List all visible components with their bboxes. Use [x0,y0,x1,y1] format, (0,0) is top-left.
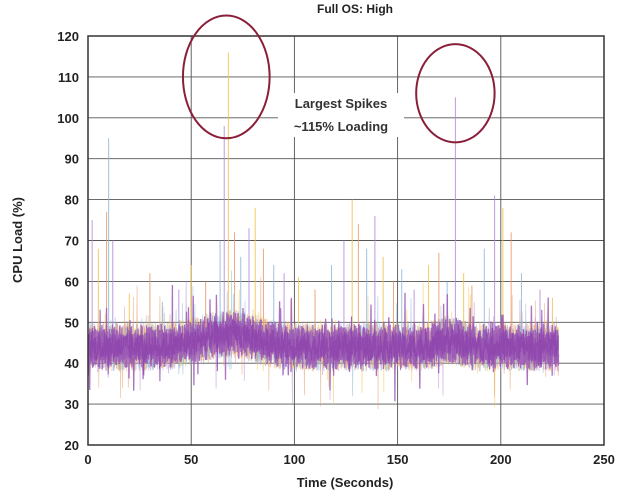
x-tick-label-0: 0 [84,452,91,467]
annotations: Largest Spikes ~115% Loading [181,14,496,144]
y-tick-label-6: 80 [65,193,79,208]
x-tick-label-5: 250 [593,452,615,467]
x-axis-ticks: 0 50 100 150 200 250 [84,452,614,467]
y-tick-label-8: 100 [57,111,79,126]
y-tick-label-5: 70 [65,234,79,249]
y-tick-label-3: 50 [65,315,79,330]
annotation-background [278,93,404,137]
cpu-traces [87,52,560,410]
annotation-line-1: Largest Spikes [295,96,388,111]
y-tick-label-0: 20 [65,438,79,453]
foreground-trace-c [87,309,560,382]
spike-highlight-ellipse-1 [415,43,496,144]
y-tick-label-10: 120 [57,29,79,44]
x-tick-label-1: 50 [184,452,198,467]
y-tick-label-1: 30 [65,397,79,412]
plot-frame [87,35,605,446]
x-tick-label-2: 100 [284,452,306,467]
x-axis-label: Time (Seconds) [297,475,394,490]
annotation-line-2: ~115% Loading [294,119,388,134]
spike-highlight-ellipse-0 [181,14,271,140]
y-tick-label-4: 60 [65,274,79,289]
x-tick-label-3: 150 [387,452,409,467]
y-tick-label-9: 110 [58,70,79,85]
x-tick-label-4: 200 [490,452,512,467]
y-axis-label: CPU Load (%) [10,197,25,283]
y-tick-label-2: 40 [65,356,79,371]
chart-title: Full OS: High [317,2,393,16]
y-tick-label-7: 90 [65,152,79,167]
y-axis-ticks: 20 30 40 50 60 70 80 90 100 110 120 [57,29,79,453]
